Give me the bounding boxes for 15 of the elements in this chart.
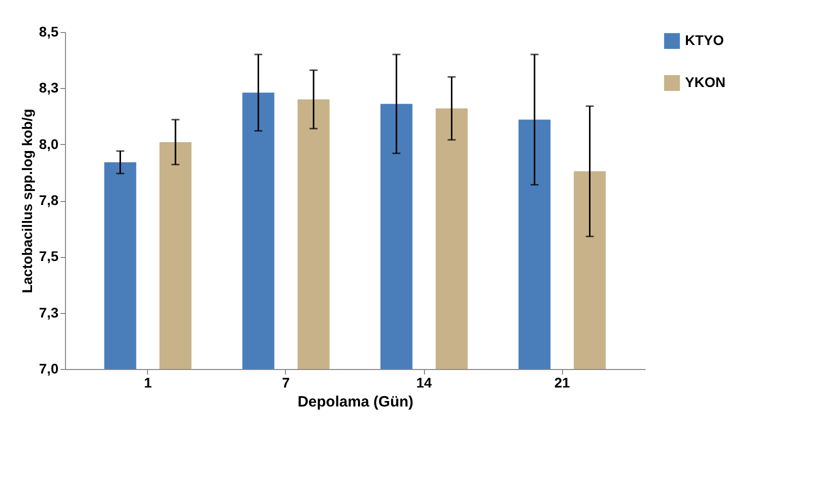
y-tick-label: 7,5 <box>39 248 59 264</box>
y-tick-label: 8,5 <box>39 24 59 40</box>
y-axis-title: Lactobacillus spp.log kob/g <box>19 108 36 294</box>
x-tick-label: 21 <box>554 374 570 390</box>
y-tick-label: 7,0 <box>39 360 59 376</box>
y-tick-label: 8,0 <box>39 136 59 152</box>
y-tick-label: 8,3 <box>39 80 59 96</box>
x-tick-label: 1 <box>144 374 152 390</box>
x-axis-title: Depolama (Gün) <box>298 394 414 410</box>
legend-label: YKON <box>685 74 726 90</box>
x-tick-label: 7 <box>282 374 290 390</box>
y-tick-label: 7,8 <box>39 192 59 208</box>
y-tick-label: 7,3 <box>39 304 59 320</box>
x-tick-label: 14 <box>416 374 432 390</box>
legend-label: KTYO <box>685 32 724 48</box>
